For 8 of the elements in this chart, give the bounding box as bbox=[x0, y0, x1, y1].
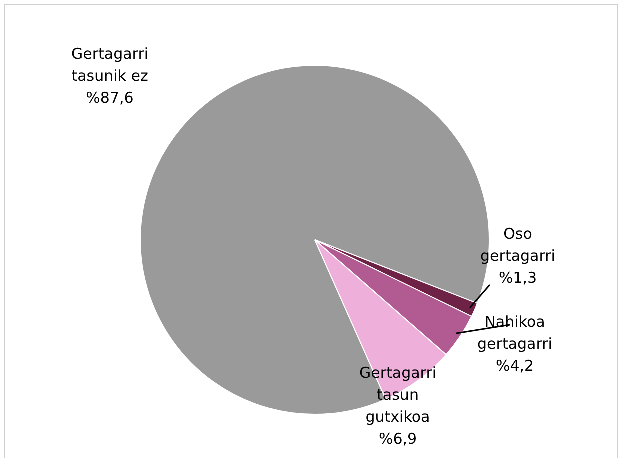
slice-label: Oso gertagarri bbox=[480, 224, 556, 265]
slice-label: Gertagarri tasunik ez bbox=[71, 44, 149, 85]
data-label: %87,6 bbox=[86, 88, 134, 107]
slice-label: Gertagarri tasun gutxikoa bbox=[359, 364, 437, 426]
data-label: %1,3 bbox=[498, 268, 538, 287]
data-label: %6,9 bbox=[378, 430, 418, 448]
data-label: %4,2 bbox=[496, 356, 534, 375]
slice-label: Nahikoa gertagarri bbox=[478, 312, 552, 353]
